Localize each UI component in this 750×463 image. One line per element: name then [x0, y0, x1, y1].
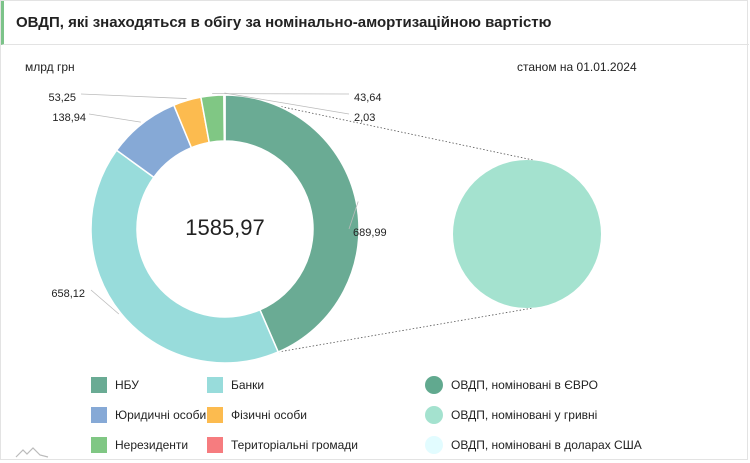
legend-swatch — [207, 437, 223, 453]
legend-label: НБУ — [115, 378, 139, 392]
slice-value-label: 43,64 — [354, 92, 382, 104]
legend-swatch — [207, 407, 223, 423]
slice-value-label: 658,12 — [51, 288, 85, 300]
legend-item-нбу[interactable]: НБУ — [91, 376, 139, 394]
breakdown-slice-2 — [453, 160, 601, 308]
breakdown-pie — [453, 160, 601, 308]
legend-label: Банки — [231, 378, 264, 392]
legend-swatch — [425, 376, 443, 394]
legend-swatch — [91, 377, 107, 393]
legend-label: Юридичні особи — [115, 408, 206, 422]
legend-item-овдп-номіновані-в-доларах-сша[interactable]: ОВДП, номіновані в доларах США — [425, 436, 642, 454]
slice-value-label: 2,03 — [354, 112, 375, 124]
legend-label: ОВДП, номіновані в доларах США — [451, 438, 642, 452]
chart-canvas: 689,99 658,12 138,94 53,25 43,64 2,03 1585,97 — [1, 1, 749, 371]
legend-label: Нерезиденти — [115, 438, 188, 452]
legend-item-територіальні-громади[interactable]: Територіальні громади — [207, 436, 358, 454]
donut-slice-2 — [91, 150, 278, 363]
leader-line — [81, 94, 187, 99]
legend-swatch — [425, 406, 443, 424]
slice-value-label: 138,94 — [52, 112, 86, 124]
legend-label: Територіальні громади — [231, 438, 358, 452]
donut-slice-6 — [224, 95, 225, 141]
legend-swatch — [425, 436, 443, 454]
legend-swatch — [207, 377, 223, 393]
legend-item-банки[interactable]: Банки — [207, 376, 264, 394]
legend-swatch — [91, 437, 107, 453]
slice-value-label: 53,25 — [48, 92, 76, 104]
leader-line — [89, 114, 141, 122]
legend-item-овдп-номіновані-у-гривні[interactable]: ОВДП, номіновані у гривні — [425, 406, 597, 424]
legend-item-овдп-номіновані-в-євро[interactable]: ОВДП, номіновані в ЄВРО — [425, 376, 598, 394]
legend-label: ОВДП, номіновані в ЄВРО — [451, 378, 598, 392]
legend-label: Фізичні особи — [231, 408, 307, 422]
legend-label: ОВДП, номіновані у гривні — [451, 408, 597, 422]
legend-item-юридичні-особи[interactable]: Юридичні особи — [91, 406, 206, 424]
mountain-logo-icon — [15, 445, 49, 463]
legend-item-фізичні-особи[interactable]: Фізичні особи — [207, 406, 307, 424]
donut-total: 1585,97 — [185, 215, 265, 240]
slice-value-label: 689,99 — [353, 227, 387, 239]
legend-swatch — [91, 407, 107, 423]
legend-item-нерезиденти[interactable]: Нерезиденти — [91, 436, 188, 454]
